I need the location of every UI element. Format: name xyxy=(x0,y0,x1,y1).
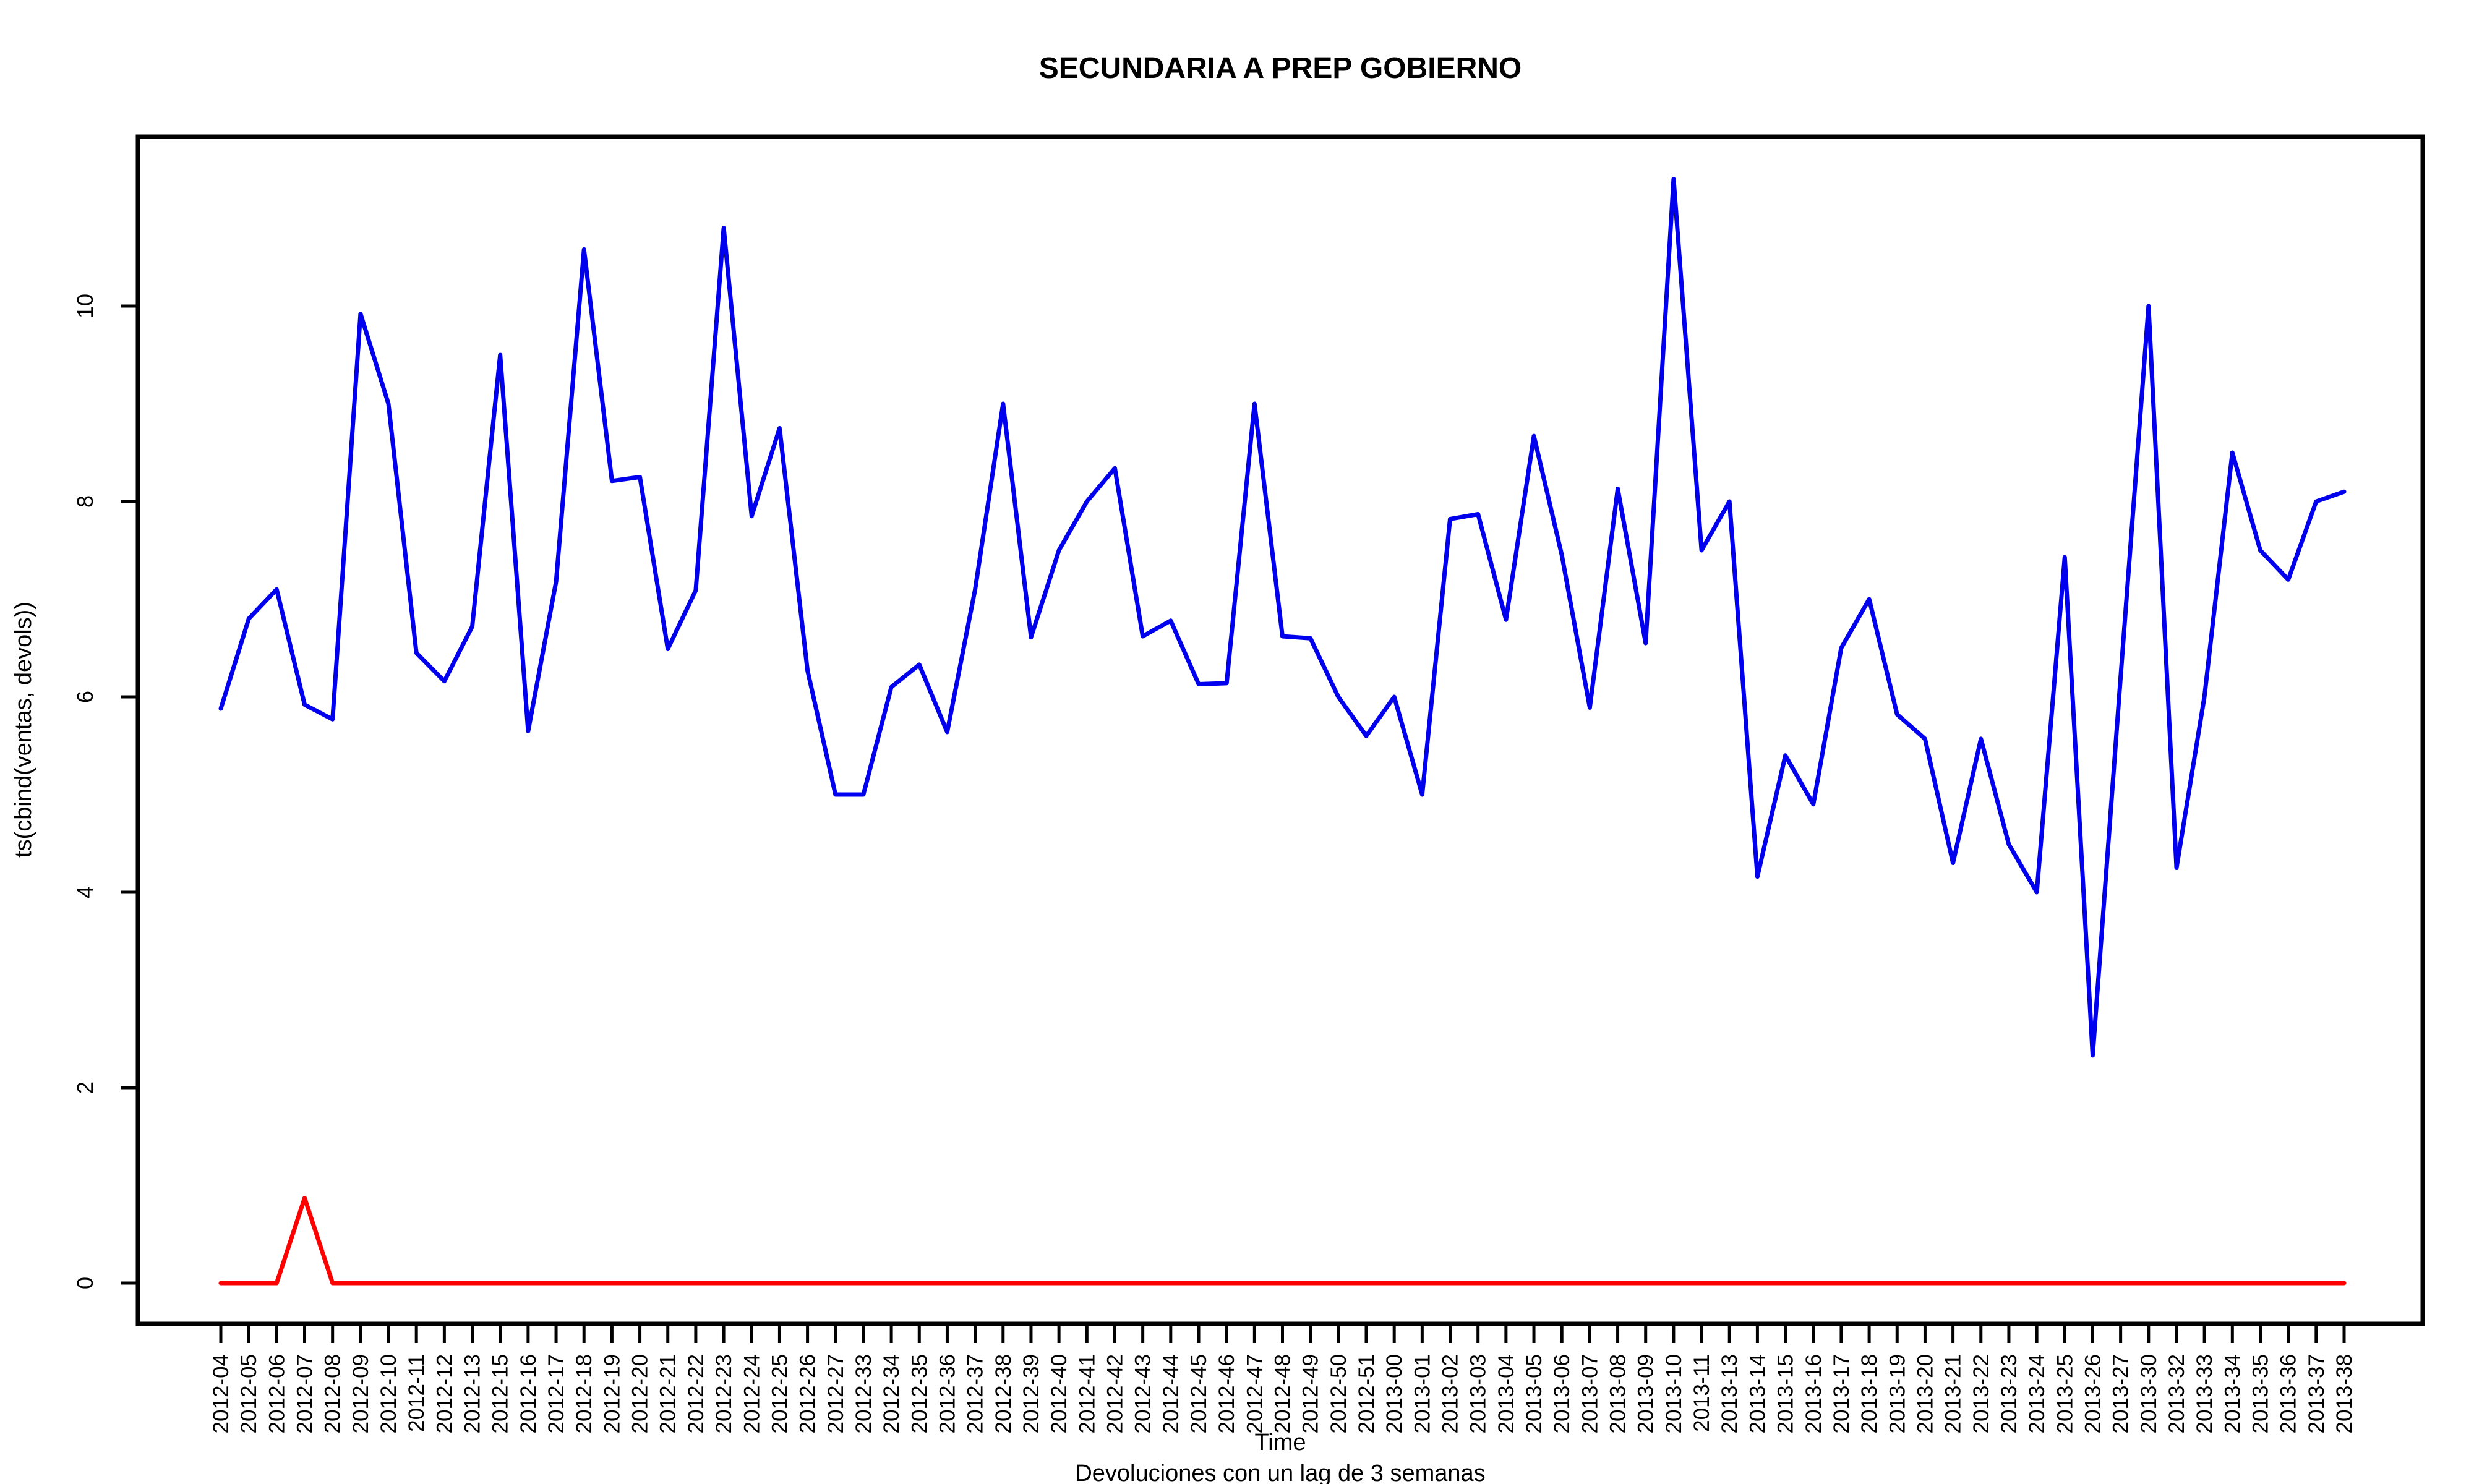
x-tick-label: 2012-15 xyxy=(489,1354,513,1433)
x-tick-label: 2012-05 xyxy=(237,1354,261,1433)
y-tick-label: 10 xyxy=(72,294,98,318)
x-tick-label: 2012-45 xyxy=(1187,1354,1211,1433)
x-tick-label: 2013-22 xyxy=(1969,1354,1993,1433)
x-tick-label: 2012-50 xyxy=(1327,1354,1351,1433)
x-tick-label: 2012-48 xyxy=(1271,1354,1295,1433)
x-tick-label: 2013-32 xyxy=(2165,1354,2189,1433)
x-tick-label: 2013-38 xyxy=(2332,1354,2356,1433)
y-tick-label: 2 xyxy=(72,1081,98,1094)
x-tick-label: 2012-23 xyxy=(712,1354,736,1433)
x-axis: 2012-04 2012-05 2012-06 2012-07 2012-08 2012-… xyxy=(209,1324,2356,1433)
y-tick-label: 6 xyxy=(72,691,98,703)
x-tick-label: 2013-26 xyxy=(2081,1354,2105,1433)
x-tick-label: 2012-49 xyxy=(1299,1354,1323,1433)
x-tick-label: 2013-15 xyxy=(1774,1354,1798,1433)
y-axis: 0 2 4 6 8 10 xyxy=(72,294,138,1289)
x-tick-label: 2012-21 xyxy=(656,1354,680,1433)
x-tick-label: 2013-08 xyxy=(1606,1354,1630,1433)
x-tick-label: 2012-41 xyxy=(1075,1354,1099,1433)
x-tick-label: 2013-01 xyxy=(1410,1354,1434,1433)
chart-subtitle: Devoluciones con un lag de 3 semanas xyxy=(1075,1461,1485,1484)
x-tick-label: 2012-47 xyxy=(1243,1354,1267,1433)
x-tick-label: 2012-36 xyxy=(935,1354,959,1433)
x-tick-label: 2012-35 xyxy=(907,1354,931,1433)
x-tick-label: 2012-13 xyxy=(461,1354,485,1433)
x-tick-label: 2013-35 xyxy=(2248,1354,2272,1433)
x-tick-label: 2013-03 xyxy=(1466,1354,1491,1433)
x-tick-label: 2013-19 xyxy=(1885,1354,1909,1433)
x-tick-label: 2012-09 xyxy=(349,1354,373,1433)
x-tick-label: 2012-25 xyxy=(768,1354,792,1433)
x-tick-label: 2013-24 xyxy=(2025,1354,2049,1433)
x-tick-label: 2013-34 xyxy=(2220,1354,2245,1433)
y-tick-label: 8 xyxy=(72,495,98,508)
x-tick-label: 2012-40 xyxy=(1047,1354,1071,1433)
x-tick-label: 2012-43 xyxy=(1131,1354,1155,1433)
x-tick-label: 2012-39 xyxy=(1019,1354,1043,1433)
x-tick-label: 2013-23 xyxy=(1997,1354,2021,1433)
y-tick-label: 4 xyxy=(72,886,98,898)
x-tick-label: 2012-20 xyxy=(628,1354,653,1433)
x-tick-label: 2012-38 xyxy=(991,1354,1016,1433)
y-axis-label: ts(cbind(ventas, devols)) xyxy=(11,602,36,858)
y-tick-label: 0 xyxy=(72,1277,98,1289)
x-tick-label: 2013-04 xyxy=(1494,1354,1518,1433)
x-tick-label: 2012-24 xyxy=(740,1354,764,1433)
x-tick-label: 2012-16 xyxy=(516,1354,541,1433)
series-layer xyxy=(218,177,2347,1286)
x-tick-label: 2013-33 xyxy=(2193,1354,2217,1433)
x-tick-label: 2012-08 xyxy=(321,1354,345,1433)
x-tick-label: 2013-06 xyxy=(1550,1354,1574,1433)
x-tick-label: 2013-20 xyxy=(1913,1354,1937,1433)
x-tick-label: 2013-30 xyxy=(2137,1354,2161,1433)
x-tick-label: 2013-14 xyxy=(1745,1354,1770,1433)
x-tick-label: 2013-21 xyxy=(1941,1354,1966,1433)
x-tick-label: 2012-27 xyxy=(824,1354,848,1433)
x-tick-label: 2013-17 xyxy=(1830,1354,1854,1433)
x-tick-label: 2012-22 xyxy=(684,1354,708,1433)
x-tick-label: 2013-37 xyxy=(2305,1354,2329,1433)
x-tick-label: 2012-18 xyxy=(572,1354,596,1433)
x-tick-label: 2012-42 xyxy=(1103,1354,1127,1433)
x-tick-label: 2012-11 xyxy=(404,1354,429,1432)
plot-frame xyxy=(135,134,2425,1326)
x-tick-label: 2013-02 xyxy=(1439,1354,1463,1433)
x-tick-label: 2012-37 xyxy=(964,1354,988,1433)
series-line-2 xyxy=(218,1196,2347,1286)
x-tick-label: 2013-07 xyxy=(1578,1354,1602,1433)
x-tick-label: 2012-44 xyxy=(1159,1354,1183,1433)
x-tick-label: 2013-00 xyxy=(1382,1354,1406,1433)
x-tick-label: 2012-46 xyxy=(1215,1354,1239,1433)
series-line-1 xyxy=(218,177,2347,1058)
chart-title: SECUNDARIA A PREP GOBIERNO xyxy=(1039,52,1522,85)
x-tick-label: 2013-25 xyxy=(2053,1354,2077,1433)
x-tick-label: 2012-33 xyxy=(852,1354,876,1433)
x-tick-label: 2013-11 xyxy=(1690,1354,1714,1432)
x-tick-label: 2012-12 xyxy=(432,1354,456,1433)
x-tick-label: 2012-51 xyxy=(1355,1354,1379,1433)
x-tick-label: 2012-26 xyxy=(796,1354,820,1433)
x-tick-label: 2013-36 xyxy=(2277,1354,2301,1433)
x-tick-label: 2012-34 xyxy=(880,1354,904,1433)
x-tick-label: 2013-16 xyxy=(1802,1354,1826,1433)
x-tick-label: 2013-13 xyxy=(1718,1354,1742,1433)
x-tick-label: 2013-09 xyxy=(1634,1354,1658,1433)
x-tick-label: 2012-17 xyxy=(544,1354,568,1433)
x-tick-label: 2013-05 xyxy=(1522,1354,1546,1433)
x-axis-label: Time xyxy=(1254,1430,1306,1456)
x-tick-label: 2012-07 xyxy=(293,1354,317,1433)
x-tick-label: 2013-27 xyxy=(2109,1354,2133,1433)
x-tick-label: 2013-10 xyxy=(1662,1354,1686,1433)
x-tick-label: 2012-06 xyxy=(265,1354,289,1433)
x-tick-label: 2012-04 xyxy=(209,1354,233,1433)
x-tick-label: 2012-19 xyxy=(600,1354,624,1433)
x-tick-label: 2012-10 xyxy=(377,1354,401,1433)
x-tick-label: 2013-18 xyxy=(1857,1354,1881,1433)
